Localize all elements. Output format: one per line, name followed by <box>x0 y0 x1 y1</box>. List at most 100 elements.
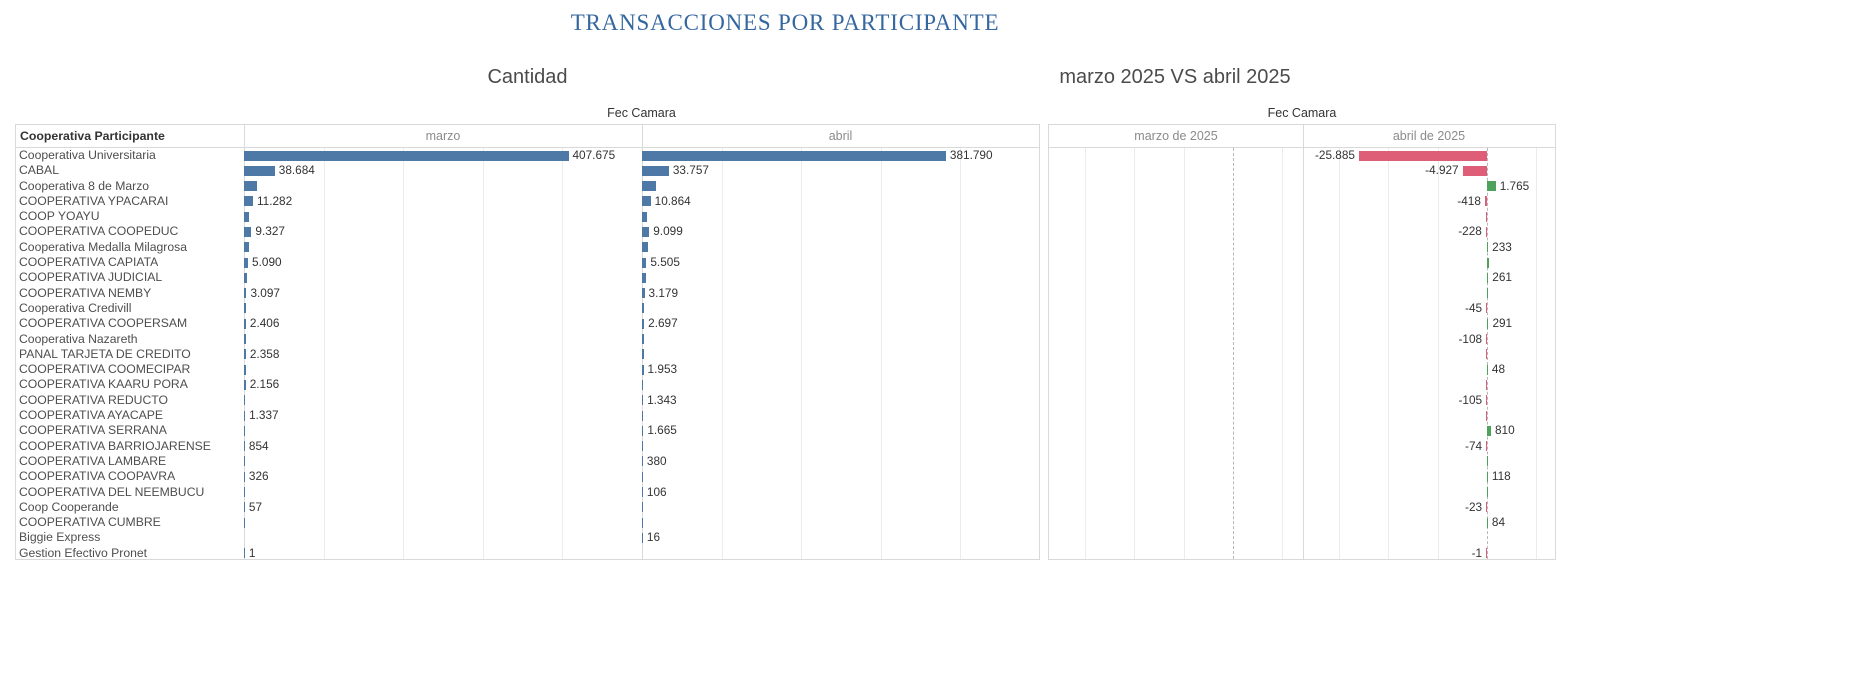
diff-bar-negative[interactable] <box>1486 410 1487 421</box>
diff-bar-positive[interactable] <box>1487 257 1490 268</box>
diff-bar-negative[interactable] <box>1486 303 1487 314</box>
diff-bar-negative[interactable] <box>1486 211 1487 222</box>
column-separator <box>1303 125 1304 559</box>
diff-bar-positive[interactable] <box>1487 288 1488 299</box>
bar-abril[interactable] <box>642 487 643 498</box>
row-label: COOPERATIVA REDUCTO <box>19 392 168 407</box>
bar-abril[interactable] <box>642 288 645 299</box>
diff-bar-positive[interactable] <box>1487 471 1488 482</box>
diff-value-label: 291 <box>1492 316 1513 331</box>
bar-value-label: 106 <box>646 484 667 499</box>
diff-value-label: -108 <box>1458 331 1483 346</box>
bar-abril[interactable] <box>642 395 644 406</box>
bar-marzo[interactable] <box>244 441 245 452</box>
bar-abril[interactable] <box>642 242 648 253</box>
bar-abril[interactable] <box>642 456 643 467</box>
bar-marzo[interactable] <box>244 318 246 329</box>
bar-abril[interactable] <box>642 318 645 329</box>
diff-bar-positive[interactable] <box>1487 318 1489 329</box>
diff-bar-negative[interactable] <box>1485 379 1487 390</box>
diff-bar-negative[interactable] <box>1486 349 1487 360</box>
bar-marzo[interactable] <box>244 150 569 161</box>
bar-marzo[interactable] <box>244 226 252 237</box>
bar-value-label: 380 <box>646 453 667 468</box>
diff-bar-positive[interactable] <box>1487 487 1488 498</box>
diff-bar-negative[interactable] <box>1486 395 1487 406</box>
bar-abril[interactable] <box>642 165 669 176</box>
bar-marzo[interactable] <box>244 303 247 314</box>
diff-bar-negative[interactable] <box>1486 334 1487 345</box>
bar-abril[interactable] <box>642 211 648 222</box>
bar-abril[interactable] <box>642 502 643 513</box>
diff-bar-negative[interactable] <box>1359 150 1487 161</box>
bar-marzo[interactable] <box>244 364 246 375</box>
bar-abril[interactable] <box>642 196 651 207</box>
bar-marzo[interactable] <box>244 456 245 467</box>
bar-abril[interactable] <box>642 425 644 436</box>
bar-marzo[interactable] <box>244 425 245 436</box>
bar-abril[interactable] <box>642 272 646 283</box>
bar-abril[interactable] <box>642 517 643 528</box>
bar-abril[interactable] <box>642 226 650 237</box>
diff-bar-positive[interactable] <box>1487 181 1496 192</box>
bar-abril[interactable] <box>642 181 657 192</box>
diff-bar-positive[interactable] <box>1487 425 1491 436</box>
bar-abril[interactable] <box>642 532 643 543</box>
diff-bar-negative[interactable] <box>1486 548 1487 559</box>
bar-marzo[interactable] <box>244 487 245 498</box>
bar-abril[interactable] <box>642 303 645 314</box>
bar-abril[interactable] <box>642 257 647 268</box>
bar-marzo[interactable] <box>244 502 245 513</box>
bar-abril[interactable] <box>642 150 946 161</box>
bar-marzo[interactable] <box>244 471 245 482</box>
bar-marzo[interactable] <box>244 349 246 360</box>
bar-marzo[interactable] <box>244 272 248 283</box>
bar-value-label: 1.665 <box>647 423 677 438</box>
diff-bar-positive[interactable] <box>1487 272 1489 283</box>
bar-abril[interactable] <box>642 441 643 452</box>
diff-bar-negative[interactable] <box>1462 165 1487 176</box>
bar-marzo[interactable] <box>244 395 246 406</box>
bar-marzo[interactable] <box>244 257 249 268</box>
bar-value-label: 1.953 <box>647 362 678 377</box>
bar-abril[interactable] <box>642 471 643 482</box>
gridline <box>880 148 882 559</box>
bar-value-label: 10.864 <box>654 193 691 208</box>
bar-value-label: 9.327 <box>255 224 285 239</box>
diff-bar-negative[interactable] <box>1484 196 1487 207</box>
bar-abril[interactable] <box>642 379 644 390</box>
table-row: COOPERATIVA YPACARAI 11.282 10.864 <box>16 194 1039 209</box>
bar-marzo[interactable] <box>244 242 250 253</box>
table-row: COOPERATIVA NEMBY 3.097 3.179 <box>16 286 1039 301</box>
bar-marzo[interactable] <box>244 379 246 390</box>
bar-marzo[interactable] <box>244 410 246 421</box>
bar-marzo[interactable] <box>244 211 250 222</box>
diff-bar-positive[interactable] <box>1487 456 1488 467</box>
bar-marzo[interactable] <box>244 196 253 207</box>
bar-marzo[interactable] <box>244 334 247 345</box>
bar-marzo[interactable] <box>244 288 247 299</box>
bar-marzo[interactable] <box>244 517 245 528</box>
bar-marzo[interactable] <box>244 165 275 176</box>
diff-bar-positive[interactable] <box>1487 242 1489 253</box>
diff-bar-negative[interactable] <box>1485 226 1487 237</box>
bar-abril[interactable] <box>642 334 644 345</box>
diff-bar-negative[interactable] <box>1486 502 1487 513</box>
table-row: -228 <box>1049 224 1555 239</box>
diff-bar-negative[interactable] <box>1486 441 1487 452</box>
bar-abril[interactable] <box>642 410 644 421</box>
table-row: Biggie Express 16 <box>16 530 1039 545</box>
diff-bar-positive[interactable] <box>1487 364 1488 375</box>
row-label: COOPERATIVA COOPAVRA <box>19 469 176 484</box>
bar-abril[interactable] <box>642 349 644 360</box>
row-label: COOPERATIVA KAARU PORA <box>19 377 188 392</box>
bar-marzo[interactable] <box>244 181 257 192</box>
gridline <box>482 148 484 559</box>
bar-marzo[interactable] <box>244 548 245 559</box>
table-row: Coop Cooperande 57 <box>16 500 1039 515</box>
bar-abril[interactable] <box>642 364 644 375</box>
table-row: -45 <box>1049 301 1555 316</box>
row-label: COOPERATIVA JUDICIAL <box>19 270 163 285</box>
table-row <box>1049 377 1555 392</box>
diff-bar-positive[interactable] <box>1487 517 1488 528</box>
